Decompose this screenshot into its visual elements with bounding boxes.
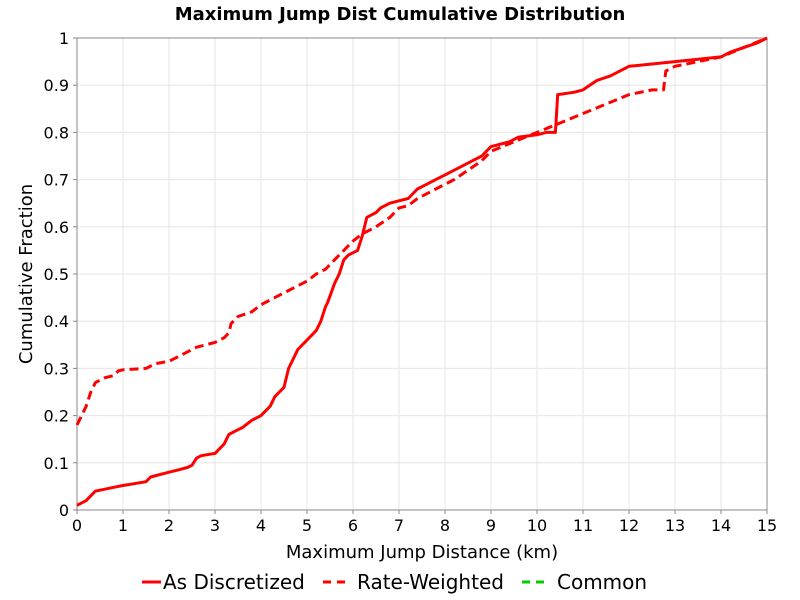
y-tick-label: 1: [59, 29, 69, 48]
x-tick-label: 1: [118, 516, 128, 535]
series-layer: [75, 36, 768, 507]
x-tick-label: 11: [573, 516, 593, 535]
x-tick-label: 5: [302, 516, 312, 535]
x-tick-label: 4: [256, 516, 266, 535]
y-tick-label: 0: [59, 501, 69, 520]
x-tick-label: 8: [440, 516, 450, 535]
y-tick-label: 0.4: [44, 312, 69, 331]
y-tick-label: 0.8: [44, 123, 69, 142]
x-tick-label: 6: [348, 516, 358, 535]
y-tick-label: 0.6: [44, 218, 69, 237]
y-tick-label: 0.2: [44, 407, 69, 426]
y-tick-label: 0.7: [44, 171, 69, 190]
y-tick-label: 0.3: [44, 359, 69, 378]
x-tick-label: 14: [711, 516, 731, 535]
series-line-as-discretized: [76, 36, 768, 507]
series-line-rate-weighted: [75, 36, 768, 426]
x-tick-label: 9: [486, 516, 496, 535]
tick-labels: 0 1 2 3 4 5 6 7 8 9 10 11 12 13 14 1500.10.20.30.40.50.…: [44, 29, 778, 535]
y-tick-label: 0.9: [44, 76, 69, 95]
x-tick-label: 12: [619, 516, 639, 535]
x-tick-label: 0: [72, 516, 82, 535]
y-tick-label: 0.5: [44, 265, 69, 284]
grid: [76, 37, 768, 511]
x-tick-label: 7: [394, 516, 404, 535]
x-tick-label: 10: [527, 516, 547, 535]
legend-label-rate-weighted: Rate-Weighted: [357, 570, 504, 594]
legend-label-common: Common: [557, 570, 647, 594]
x-tick-label: 13: [665, 516, 685, 535]
x-tick-label: 2: [164, 516, 174, 535]
y-tick-label: 0.1: [44, 454, 69, 473]
x-tick-label: 3: [210, 516, 220, 535]
y-axis-label: Cumulative Fraction: [16, 184, 37, 364]
legend-label-as-discretized: As Discretized: [163, 570, 305, 594]
x-tick-label: 15: [757, 516, 777, 535]
x-axis-label: Maximum Jump Distance (km): [286, 542, 558, 563]
legend: As Discretized Rate-Weighted Common: [142, 570, 647, 594]
chart-title: Maximum Jump Dist Cumulative Distributio…: [175, 4, 626, 25]
